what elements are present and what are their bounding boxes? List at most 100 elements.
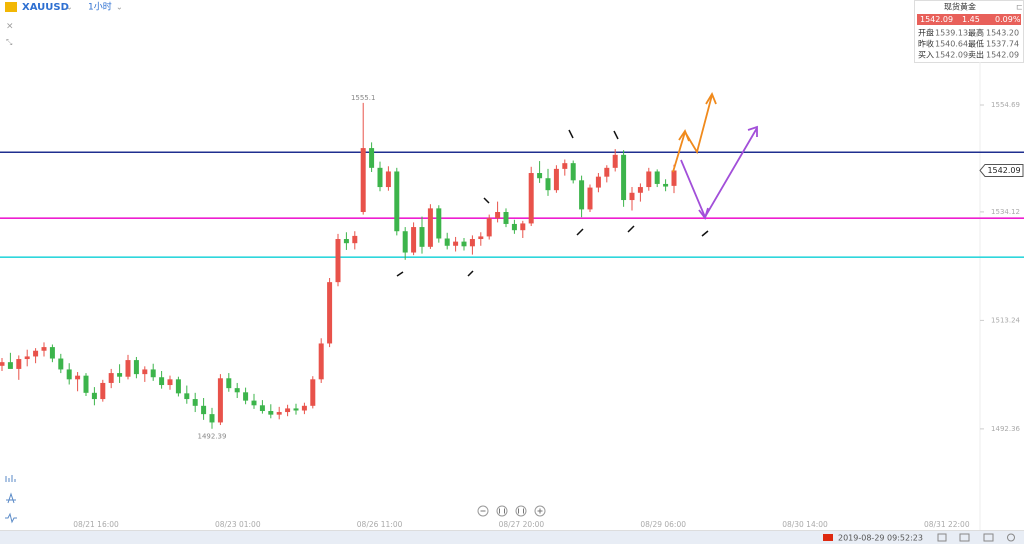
candle-body <box>301 405 307 411</box>
panel-toggle[interactable]: ⊏ <box>1016 3 1023 12</box>
candle-body <box>394 171 400 232</box>
screenshot-icon[interactable] <box>959 533 970 542</box>
quote-value: 1543.20 <box>986 29 1019 38</box>
candle-body <box>520 223 526 231</box>
quote-value: 1537.74 <box>986 40 1019 49</box>
status-datetime: 2019-08-29 09:52:23 <box>838 534 923 543</box>
candle-body <box>16 359 22 369</box>
last-price-label: 1542.09 <box>987 166 1020 175</box>
candle-body <box>621 154 627 201</box>
candle-body <box>444 238 450 246</box>
indicator-tool[interactable] <box>5 475 16 482</box>
quote-change-pct: 0.09% <box>995 15 1021 24</box>
scroll-start[interactable] <box>496 505 508 517</box>
candle-body <box>91 392 97 400</box>
marker <box>467 270 474 277</box>
last-price-tag <box>979 163 1024 177</box>
candle-body <box>343 239 349 244</box>
symbol[interactable]: XAUUSD <box>22 2 69 13</box>
y-tick-label: 1513.24 <box>991 316 1020 324</box>
candle-body <box>327 282 333 344</box>
settings-icon[interactable] <box>1007 533 1015 542</box>
flag-icon <box>823 534 833 541</box>
quote-label: 最低 <box>968 39 984 49</box>
candle-body <box>209 414 215 423</box>
candle-body <box>41 347 47 351</box>
candle-body <box>419 227 425 247</box>
status-bar <box>0 531 1024 544</box>
close-button[interactable]: × <box>6 22 14 32</box>
candle-body <box>234 388 240 393</box>
interval[interactable]: 1小时 <box>88 1 112 13</box>
candle-body <box>511 223 517 231</box>
candle-body <box>461 241 467 247</box>
candle-body <box>167 379 173 386</box>
candle-body <box>402 231 408 253</box>
candle-body <box>562 163 568 169</box>
scroll-end[interactable] <box>515 505 527 517</box>
candle-body <box>125 360 131 377</box>
candle-body <box>58 358 64 370</box>
quote-label: 卖出 <box>968 50 984 60</box>
marker <box>576 228 584 236</box>
wave-tool[interactable] <box>5 512 17 524</box>
x-tick-label: 08/21 16:00 <box>73 520 119 529</box>
candle-body <box>133 360 139 375</box>
marker <box>701 230 709 237</box>
candle-body <box>646 171 652 188</box>
quote-label: 开盘 <box>918 28 934 38</box>
interval-dropdown[interactable]: ⌄ <box>116 3 123 12</box>
collapse-button[interactable]: ⤡ <box>6 38 13 47</box>
y-tick-label: 1492.36 <box>991 425 1020 433</box>
candle-body <box>671 170 677 186</box>
candle-body <box>587 187 593 210</box>
candle-body <box>478 236 484 240</box>
candle-body <box>24 356 30 360</box>
candle-body <box>175 379 181 394</box>
marker <box>396 271 404 277</box>
quote-change: 1.45 <box>962 15 980 24</box>
drawing-arrows <box>672 91 758 220</box>
candle-body <box>0 362 5 366</box>
candle-body <box>33 350 39 357</box>
candle-body <box>436 208 442 239</box>
quote-value: 1542.09 <box>935 51 968 60</box>
draw-tool[interactable] <box>6 492 16 504</box>
candle-body <box>570 163 576 181</box>
candle-body <box>503 212 509 224</box>
candle-body <box>663 183 669 187</box>
fullscreen-icon[interactable] <box>983 533 994 542</box>
candle-body <box>201 405 207 415</box>
candle-body <box>654 171 660 184</box>
quote-value: 1540.64 <box>935 40 968 49</box>
marker <box>613 130 619 140</box>
candle-body <box>352 235 358 244</box>
symbol-dropdown[interactable]: ⌄ <box>66 3 73 12</box>
quote-label: 买入 <box>918 51 934 60</box>
candle-body <box>75 375 81 380</box>
marker <box>483 197 490 204</box>
low-label: 1492.39 <box>198 433 227 441</box>
candle-body <box>495 212 501 219</box>
quote-label: 最高 <box>968 28 984 38</box>
candle-body <box>469 239 475 247</box>
candle-body <box>377 167 383 188</box>
candle-body <box>7 362 13 369</box>
candle-body <box>108 373 114 383</box>
quote-panel <box>914 0 1024 63</box>
candle-body <box>310 379 316 406</box>
candle-body <box>411 227 417 253</box>
candle-body <box>369 148 375 168</box>
candle-body <box>579 180 585 210</box>
candle-body <box>385 171 391 188</box>
tool-icons <box>5 475 17 524</box>
candle-body <box>285 408 291 413</box>
candle-body <box>528 173 534 224</box>
layout-icon[interactable] <box>937 533 947 542</box>
candle-body <box>192 399 198 406</box>
orange-path <box>672 94 713 173</box>
candle-body <box>545 178 551 191</box>
candle-body <box>83 375 89 393</box>
